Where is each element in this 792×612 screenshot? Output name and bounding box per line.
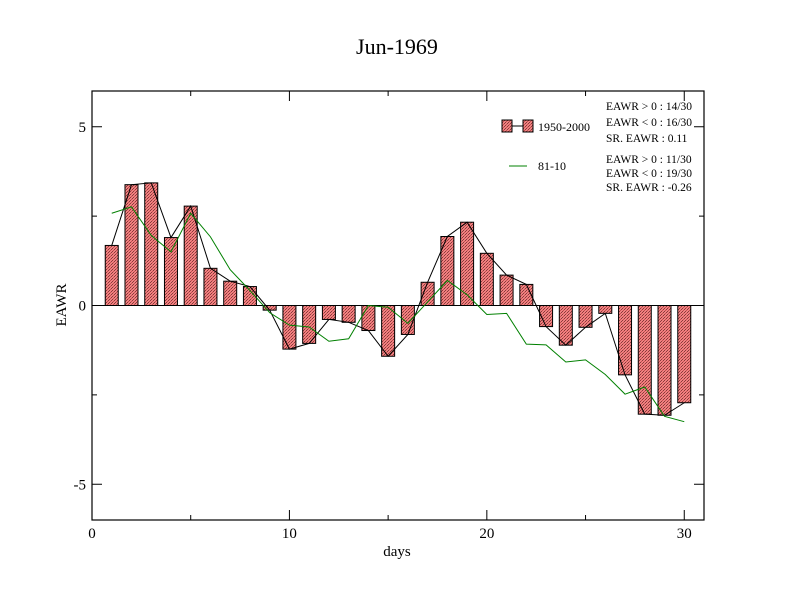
y-tick-label: 0 bbox=[79, 299, 87, 315]
bar-outline-line bbox=[111, 182, 685, 416]
legend-label-1950-2000: 1950-2000 bbox=[538, 120, 590, 134]
line-81-10 bbox=[111, 206, 685, 423]
bar bbox=[223, 280, 238, 307]
y-axis-label: EAWR bbox=[54, 284, 70, 327]
bar bbox=[361, 305, 376, 332]
bar bbox=[460, 221, 475, 306]
legend-bar-swatch-right bbox=[522, 119, 534, 133]
bar bbox=[104, 244, 119, 307]
bar bbox=[598, 305, 613, 314]
bar bbox=[618, 305, 633, 376]
bar bbox=[657, 305, 672, 416]
bar bbox=[321, 305, 336, 320]
bar bbox=[499, 274, 514, 306]
bar bbox=[144, 182, 159, 306]
x-tick-label: 10 bbox=[282, 526, 297, 542]
line-series-81-10 bbox=[111, 206, 685, 423]
bar bbox=[479, 252, 494, 306]
chart-title: Jun-1969 bbox=[356, 34, 438, 59]
x-axis-label: days bbox=[383, 544, 411, 560]
bar bbox=[381, 305, 396, 357]
bar bbox=[637, 305, 652, 415]
stat-line: SR. EAWR : -0.26 bbox=[606, 182, 692, 194]
legend: 1950-2000 81-10 bbox=[501, 119, 590, 173]
x-tick-label: 20 bbox=[479, 526, 494, 542]
bar-series-1950-2000 bbox=[104, 182, 692, 416]
bar bbox=[203, 267, 218, 307]
bar bbox=[124, 184, 139, 306]
stats-block: EAWR > 0 : 14/30 EAWR < 0 : 16/30 SR. EA… bbox=[606, 101, 692, 194]
stat-line: EAWR < 0 : 16/30 bbox=[606, 117, 692, 129]
stat-line: EAWR > 0 : 11/30 bbox=[606, 154, 692, 166]
y-tick-label: -5 bbox=[74, 477, 87, 493]
stat-line: EAWR > 0 : 14/30 bbox=[606, 101, 692, 113]
legend-label-81-10: 81-10 bbox=[538, 159, 566, 173]
bar bbox=[677, 305, 692, 404]
x-tick-label: 30 bbox=[677, 526, 692, 542]
stat-line: SR. EAWR : 0.11 bbox=[606, 133, 688, 145]
legend-bar-swatch-left bbox=[501, 119, 513, 133]
stat-line: EAWR < 0 : 19/30 bbox=[606, 168, 692, 180]
bar bbox=[558, 305, 573, 346]
bar bbox=[341, 305, 356, 323]
x-axis-ticks: 0 10 20 30 bbox=[88, 91, 692, 542]
bar-series-line bbox=[111, 182, 685, 416]
y-tick-label: 5 bbox=[79, 120, 87, 136]
y-axis-ticks: -5 0 5 bbox=[74, 120, 704, 493]
x-tick-label: 0 bbox=[88, 526, 96, 542]
bar bbox=[282, 305, 297, 350]
